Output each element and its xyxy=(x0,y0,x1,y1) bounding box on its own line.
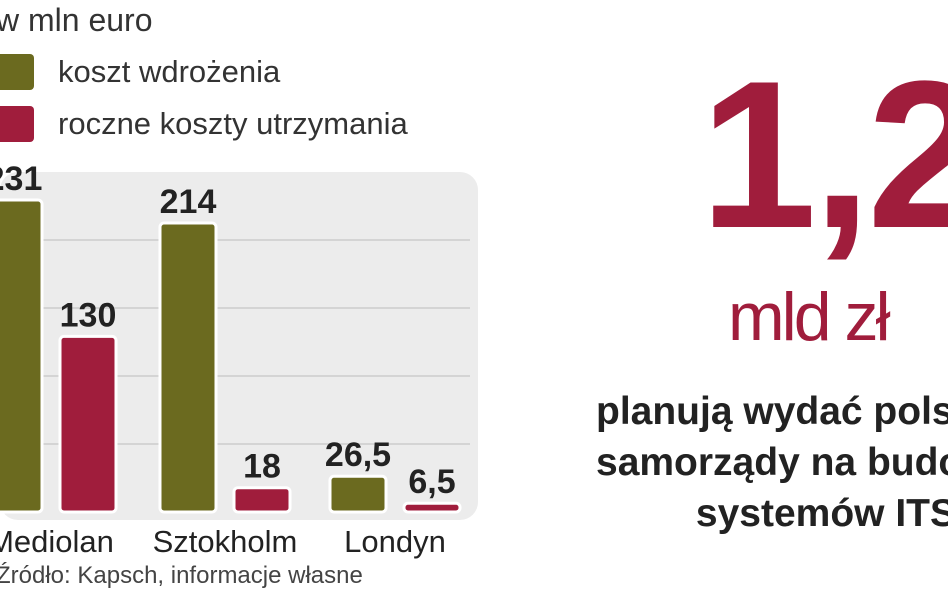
legend-label: roczne koszty utrzymania xyxy=(58,106,408,141)
caption-line: systemów ITS xyxy=(695,492,948,535)
bar-sztokholm-series-0 xyxy=(158,221,218,514)
source-note: Źródło: Kapsch, informacje własne xyxy=(0,562,363,589)
headline-unit: mld zł xyxy=(728,279,891,355)
data-label: 6,5 xyxy=(408,463,455,501)
bar-londyn-series-1 xyxy=(402,501,462,514)
unit-label: w mln euro xyxy=(0,2,153,38)
caption-line: planują wydać polskie xyxy=(596,390,948,433)
caption-line: samorządy na budowę xyxy=(596,441,948,484)
data-label: 18 xyxy=(243,448,281,486)
bar-mediolan-series-0 xyxy=(0,198,44,514)
headline-caption: planują wydać polskie samorządy na budow… xyxy=(596,386,948,539)
legend-swatch-olive xyxy=(0,54,34,90)
bar-mediolan-series-1 xyxy=(58,334,118,514)
bar-londyn-series-0 xyxy=(328,474,388,514)
data-label: 214 xyxy=(160,183,217,221)
category-label: Londyn xyxy=(344,524,446,559)
headline-number: 1,2 xyxy=(700,37,948,272)
category-label: Mediolan xyxy=(0,524,114,559)
legend-item-koszt-wdrozenia: koszt wdrożenia xyxy=(0,52,280,92)
data-label: 26,5 xyxy=(325,436,391,474)
legend-swatch-crimson xyxy=(0,106,34,142)
data-label: 130 xyxy=(60,296,117,334)
category-label: Sztokholm xyxy=(153,524,298,559)
legend-item-roczne-koszty: roczne koszty utrzymania xyxy=(0,104,408,144)
legend-label: koszt wdrożenia xyxy=(58,54,281,89)
data-label: 231 xyxy=(0,160,42,198)
bar-sztokholm-series-1 xyxy=(232,486,292,514)
